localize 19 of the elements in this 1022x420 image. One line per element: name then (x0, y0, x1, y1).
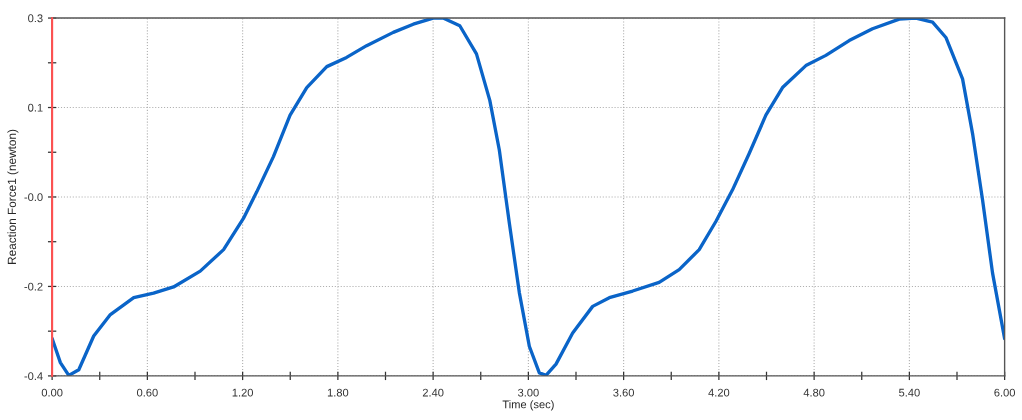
y-tick-label: 0.3 (28, 14, 43, 23)
x-tick-label: 2.40 (422, 388, 444, 397)
x-tick-label: 1.20 (232, 388, 253, 397)
y-tick-label: -0.0 (24, 193, 43, 202)
x-tick-label: 1.80 (327, 388, 349, 397)
x-tick-label: 0.60 (136, 388, 158, 397)
x-axis-title: Time (sec) (502, 400, 554, 411)
x-tick-label: 0.00 (41, 388, 63, 397)
y-tick-label: -0.2 (24, 282, 43, 291)
line-series (52, 18, 1005, 376)
y-tick-label: -0.4 (24, 372, 43, 381)
x-tick-label: 5.40 (899, 388, 920, 397)
x-tick-label: 4.20 (708, 388, 730, 397)
x-tick-label: 3.00 (517, 388, 539, 397)
x-tick-label: 6.00 (994, 388, 1016, 397)
x-tick-label: 3.60 (613, 388, 634, 397)
y-axis-title: Reaction Force1 (newton) (7, 129, 19, 264)
y-tick-label: 0.1 (28, 103, 43, 112)
x-tick-label: 4.80 (803, 388, 825, 397)
